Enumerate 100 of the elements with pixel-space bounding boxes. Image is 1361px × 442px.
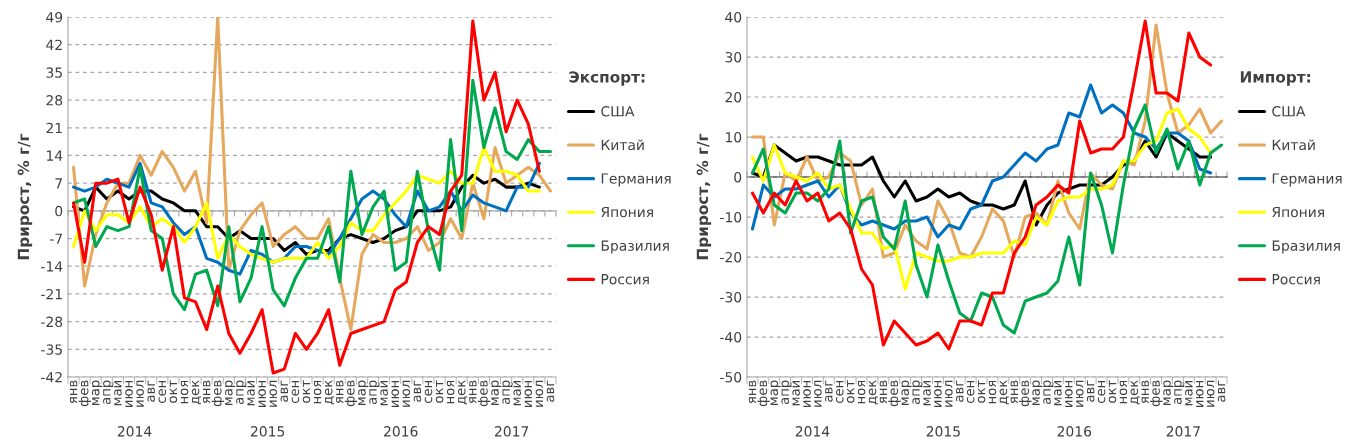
x-tick-label: мар — [225, 380, 236, 405]
y-tick-label: -50 — [720, 371, 742, 383]
x-tick-label: апр — [502, 380, 513, 405]
x-tick-label: мар — [1032, 380, 1043, 405]
y-tick-label: 0 — [55, 205, 63, 217]
x-tick-label: фев — [888, 380, 901, 407]
y-tick-label: 42 — [46, 39, 62, 50]
y-tick-label: 40 — [725, 11, 742, 23]
legend-title: Импорт: — [1240, 71, 1311, 86]
x-tick-label: июн — [803, 380, 811, 407]
legend-title: Экспорт: — [569, 71, 645, 86]
x-tick-label: сен — [1097, 380, 1106, 404]
y-tick-label: 20 — [725, 91, 742, 103]
legend-label: Китай — [601, 139, 644, 151]
x-tick-label: мар — [91, 380, 103, 405]
x-tick-label: июл — [402, 380, 411, 407]
line-series — [72, 78, 552, 312]
x-tick-label: янв — [69, 380, 78, 404]
x-tick-label: янв — [469, 380, 477, 404]
legend-label: Китай — [1272, 139, 1315, 151]
x-tick-label: июл — [814, 380, 822, 407]
y-tick-label: -20 — [720, 251, 742, 263]
text: 2014 — [117, 426, 152, 437]
x-tick-label: янв — [1010, 380, 1018, 404]
x-tick-label: янв — [1141, 380, 1149, 404]
x-tick-label: ноя — [988, 380, 997, 404]
x-tick-label: окт — [977, 380, 986, 403]
x-tick-label: окт — [846, 380, 855, 403]
y-tick-label: -40 — [720, 331, 742, 343]
x-tick-label: июн — [934, 380, 942, 407]
legend-label: Бразилия — [1272, 240, 1340, 254]
text: 2016 — [1057, 426, 1092, 437]
x-tick-label: июн — [391, 380, 400, 407]
y-tick-label: -42 — [41, 371, 62, 383]
x-tick-label: июн — [524, 380, 533, 407]
text: 2016 — [384, 426, 418, 437]
y-axis-title: Прирост, % г/г — [17, 133, 33, 260]
x-tick-label: дек — [457, 380, 468, 405]
legend-label: США — [1272, 106, 1306, 117]
y-tick-label: -10 — [720, 211, 742, 223]
legend-label: Россия — [601, 274, 649, 285]
legend-label: США — [601, 106, 635, 117]
x-tick-label: дек — [999, 380, 1009, 405]
x-tick-label: сен — [835, 380, 844, 404]
x-tick-label: июл — [535, 380, 544, 407]
x-tick-label: дек — [191, 380, 202, 405]
y-tick-label: -14 — [41, 261, 63, 272]
x-tick-label: янв — [203, 380, 211, 404]
x-tick-label: фев — [78, 380, 92, 407]
x-tick-label: июл — [945, 380, 953, 407]
y-tick-label: 28 — [46, 95, 63, 106]
y-tick-label: 30 — [725, 51, 742, 63]
x-tick-label: янв — [879, 380, 887, 404]
x-tick-label: янв — [748, 380, 757, 404]
text: 2017 — [494, 426, 529, 437]
x-tick-label: май — [510, 380, 522, 406]
y-tick-label: 0 — [734, 171, 742, 183]
x-tick-label: авг — [546, 380, 555, 402]
legend-label: Япония — [601, 206, 653, 218]
legend-label: Германия — [1272, 173, 1342, 187]
x-tick-label: июл — [269, 380, 278, 407]
x-tick-label: окт — [435, 380, 444, 403]
x-tick-label: сен — [291, 380, 300, 404]
x-tick-label: фев — [1150, 380, 1163, 407]
x-tick-label: ноя — [180, 380, 189, 404]
x-tick-label: ноя — [313, 380, 322, 404]
x-tick-label: фев — [1019, 380, 1032, 407]
x-tick-label: фев — [211, 380, 225, 407]
x-tick-label: сен — [158, 380, 167, 404]
x-tick-label: авг — [1086, 380, 1095, 402]
x-tick-label: сен — [424, 380, 433, 404]
x-tick-label: дек — [324, 380, 335, 405]
legend-label: Россия — [1272, 274, 1320, 285]
y-tick-label: 14 — [46, 150, 63, 161]
legend-label: Германия — [601, 173, 671, 187]
y-tick-label: 21 — [46, 122, 62, 134]
x-tick-label: ноя — [1119, 380, 1128, 404]
y-tick-label: -28 — [41, 316, 63, 328]
x-tick-label: июл — [1206, 380, 1215, 407]
x-tick-label: фев — [344, 380, 358, 407]
y-tick-label: -35 — [41, 344, 62, 355]
x-tick-label: ноя — [446, 380, 455, 404]
line-series — [750, 107, 1213, 291]
x-tick-label: окт — [1108, 380, 1117, 403]
x-tick-label: авг — [1217, 380, 1226, 402]
x-tick-label: авг — [147, 380, 156, 402]
line-series — [750, 19, 1213, 351]
x-tick-label: авг — [825, 380, 833, 402]
x-tick-label: ноя — [857, 380, 866, 404]
x-tick-label: янв — [336, 380, 344, 404]
text: 2014 — [795, 426, 830, 437]
x-tick-label: фев — [757, 380, 770, 407]
x-tick-label: мар — [901, 380, 912, 405]
y-axis-title: Прирост, % г/г — [696, 133, 712, 260]
text: 2017 — [1166, 426, 1200, 437]
x-tick-label: мар — [358, 380, 369, 405]
x-tick-label: июл — [1075, 380, 1084, 407]
y-tick-label: 7 — [55, 178, 62, 189]
x-tick-label: мар — [491, 380, 502, 405]
x-tick-label: авг — [413, 380, 422, 402]
